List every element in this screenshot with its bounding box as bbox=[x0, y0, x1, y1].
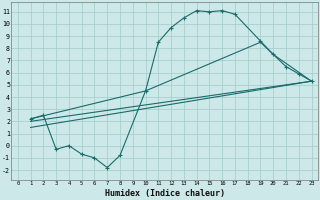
X-axis label: Humidex (Indice chaleur): Humidex (Indice chaleur) bbox=[105, 189, 225, 198]
